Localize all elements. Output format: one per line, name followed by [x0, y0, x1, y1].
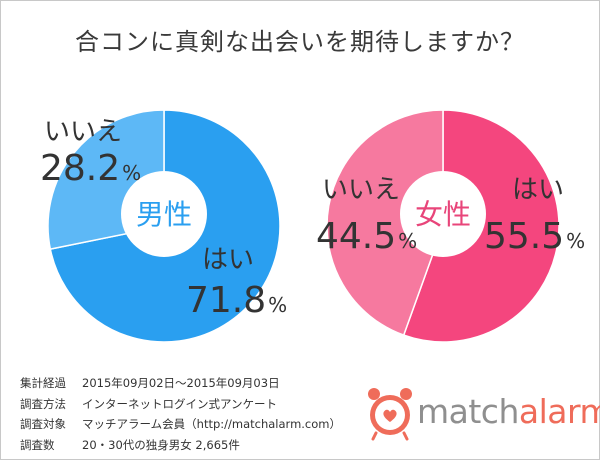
meta-key: 調査方法	[20, 396, 66, 411]
meta-key: 調査対象	[20, 417, 66, 431]
survey-info: 集計経過 2015年09月02日〜2015年09月03日 調査方法 インターネッ…	[20, 373, 341, 455]
slice-label: いいえ	[44, 117, 122, 147]
logo-part: match	[417, 392, 519, 431]
meta-row: 集計経過 2015年09月02日〜2015年09月03日	[20, 373, 341, 394]
pie-center	[400, 171, 486, 257]
slice-label: はい	[202, 245, 254, 275]
matchalarm-logo: matchalarm	[365, 380, 600, 444]
meta-value: 20・30代の独身男女 2,665件	[82, 437, 240, 452]
meta-row: 調査対象 マッチアラーム会員（http://matchalarm.com）	[20, 414, 341, 435]
chart-title: 合コンに真剣な出会いを期待しますか？	[75, 28, 525, 56]
meta-value: 2015年09月02日〜2015年09月03日	[82, 376, 280, 390]
meta-key: 集計経過	[20, 376, 66, 390]
slice-label: はい	[512, 175, 564, 205]
logo-wordmark: matchalarm	[417, 392, 600, 431]
alarm-clock-icon	[368, 388, 412, 441]
meta-value: インターネットログイン式アンケート	[82, 396, 278, 411]
logo-part: alarm	[518, 392, 600, 431]
slice-value-label: 44.5%	[316, 216, 417, 257]
meta-row: 調査方法 インターネットログイン式アンケート	[20, 394, 341, 415]
slice-label: いいえ	[322, 175, 400, 205]
pie-center	[121, 171, 207, 257]
slice-value-label: 71.8%	[186, 280, 287, 321]
meta-row: 調査数 20・30代の独身男女 2,665件	[20, 435, 341, 456]
slice-value-label: 55.5%	[484, 216, 585, 257]
pie-center-label: 女性	[415, 198, 471, 231]
pie-center-label: 男性	[136, 198, 192, 231]
slice-value-label: 28.2%	[40, 148, 141, 189]
meta-value: マッチアラーム会員（http://matchalarm.com）	[82, 417, 341, 431]
pie-slice	[326, 109, 444, 337]
meta-key: 調査数	[20, 437, 55, 452]
